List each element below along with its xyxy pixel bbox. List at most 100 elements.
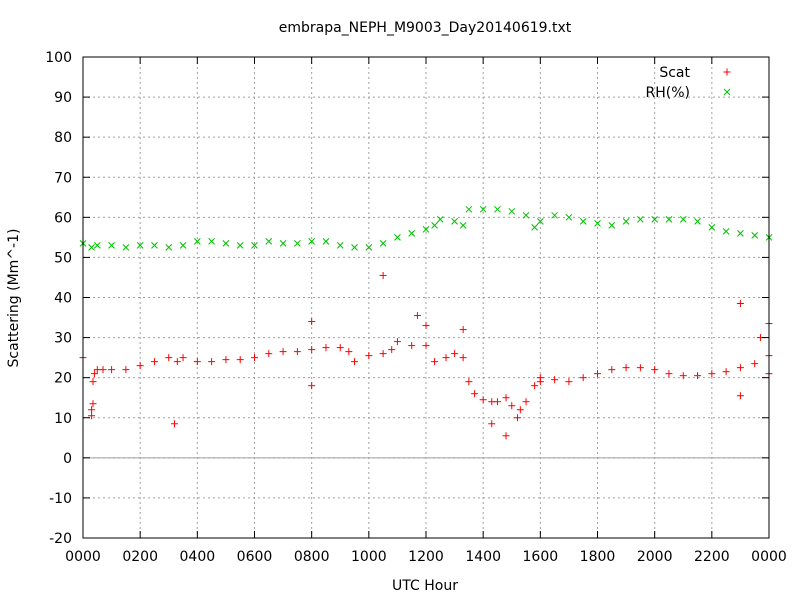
data-point-b	[365, 244, 373, 251]
y-tick-label: 80	[54, 130, 72, 146]
data-point	[465, 378, 473, 386]
x-tick-label: 1800	[580, 549, 616, 565]
y-tick-label: 30	[54, 331, 72, 347]
data-point	[265, 350, 273, 358]
data-point	[90, 370, 98, 378]
data-point	[393, 338, 401, 346]
outlier-point	[88, 412, 96, 420]
data-point	[236, 242, 244, 249]
data-point	[336, 242, 344, 249]
outlier-point	[488, 420, 496, 428]
data-point	[465, 205, 473, 213]
data-point-b	[465, 205, 473, 213]
outlier-point	[513, 414, 521, 422]
data-point	[594, 370, 601, 378]
data-point	[565, 378, 573, 386]
data-point-b	[751, 232, 759, 239]
data-point	[551, 376, 559, 384]
data-point	[479, 396, 487, 404]
data-point	[108, 242, 115, 249]
data-point	[651, 215, 659, 223]
legend-label-rh: RH(%)	[646, 85, 690, 101]
data-point-b	[222, 240, 230, 247]
y-tick-label: 70	[54, 170, 72, 186]
data-point	[222, 356, 230, 364]
data-point	[471, 390, 479, 398]
x-axis-label: UTC Hour	[392, 578, 458, 594]
data-point-b	[93, 242, 101, 249]
data-point-b	[459, 221, 467, 229]
data-point	[151, 242, 158, 249]
outlier-point	[89, 400, 97, 408]
x-tick-label: 1200	[408, 549, 444, 565]
data-point	[708, 224, 716, 231]
x-tick-label: 1600	[523, 549, 559, 565]
data-point-b	[531, 224, 538, 231]
data-point	[422, 226, 430, 233]
data-point	[379, 240, 387, 247]
data-point	[436, 215, 444, 223]
data-point	[679, 215, 687, 223]
data-point	[431, 221, 438, 229]
legend-marker-point-b	[723, 88, 731, 96]
data-point	[608, 221, 616, 229]
outlier-point	[170, 420, 178, 428]
data-point	[336, 344, 344, 352]
data-point	[251, 242, 258, 249]
chart-title: embrapa_NEPH_M9003_Day20140619.txt	[279, 20, 572, 36]
data-point-b	[431, 221, 438, 229]
data-point	[308, 238, 316, 245]
data-point	[536, 217, 544, 225]
outlier-point	[459, 326, 467, 334]
data-point-b	[622, 217, 630, 225]
outlier-point	[379, 271, 387, 279]
data-point	[251, 354, 258, 362]
data-point	[208, 238, 215, 245]
outlier-point	[413, 312, 421, 320]
data-point	[493, 398, 501, 406]
data-point	[99, 366, 107, 374]
data-point	[308, 346, 316, 354]
data-point	[694, 217, 701, 225]
data-point-b	[565, 213, 573, 221]
data-point	[150, 358, 158, 366]
data-point-b	[479, 205, 487, 213]
data-point	[179, 354, 187, 362]
data-point	[459, 221, 467, 229]
data-point	[351, 358, 359, 366]
data-point-b	[508, 207, 516, 215]
data-point	[736, 364, 744, 372]
axis-tick-labels: -20 -10 0 10 20 30 40 50 60 70 80 90 100 0000 0200 0400…	[45, 50, 787, 565]
data-point	[751, 360, 759, 368]
data-point-b	[737, 230, 744, 237]
data-point-b	[179, 242, 187, 249]
data-point-b	[151, 242, 158, 249]
legend-marker-scat	[723, 68, 731, 76]
grid	[83, 57, 769, 538]
data-point-b	[408, 230, 416, 237]
x-tick-label: 0800	[294, 549, 330, 565]
data-point	[179, 242, 187, 249]
data-point-b	[679, 215, 687, 223]
data-point-b	[608, 221, 616, 229]
data-point-b	[394, 234, 401, 241]
y-tick-label: -10	[49, 491, 72, 507]
data-points	[79, 205, 773, 440]
data-point	[579, 374, 587, 382]
outlier-point	[736, 392, 744, 400]
data-point-b	[165, 244, 173, 251]
data-point	[665, 215, 673, 223]
data-point	[193, 238, 201, 245]
data-point	[208, 358, 216, 366]
data-point	[365, 352, 373, 360]
x-tick-label: 0200	[122, 549, 158, 565]
data-point-b	[422, 226, 430, 233]
data-point	[388, 346, 396, 354]
x-tick-label: 0000	[751, 549, 787, 565]
data-point	[294, 240, 301, 247]
y-tick-label: 50	[54, 250, 72, 266]
data-point	[722, 368, 730, 376]
data-point	[293, 348, 301, 356]
data-point-b	[251, 242, 258, 249]
data-point	[88, 244, 95, 251]
